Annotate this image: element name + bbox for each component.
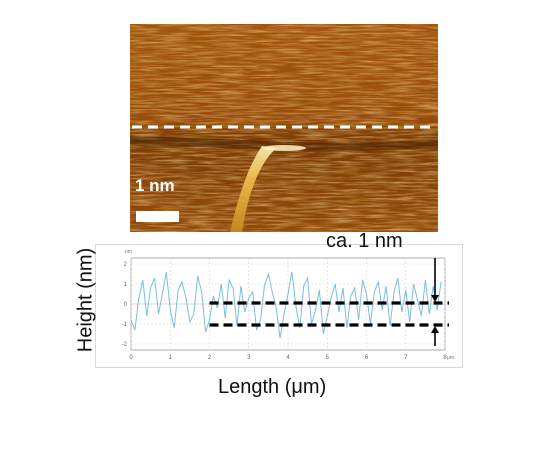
afm-bright-spot bbox=[262, 145, 306, 151]
y-axis-label: Height (nm) bbox=[74, 247, 97, 353]
arrow-up-head bbox=[431, 326, 439, 333]
scale-bar-label: 1 nm bbox=[135, 176, 175, 195]
y-tick-label: -1 bbox=[122, 322, 128, 328]
x-unit-label: μm bbox=[447, 355, 454, 361]
profile-plot-frame bbox=[95, 244, 463, 368]
x-axis-label: Length (μm) bbox=[218, 376, 327, 398]
step-height-annotation: ca. 1 nm bbox=[326, 230, 403, 252]
profile-trace bbox=[130, 271, 442, 339]
afm-ridge-feature bbox=[230, 146, 276, 232]
arrow-down-head bbox=[431, 295, 439, 302]
x-tick-label: 7 bbox=[404, 355, 408, 361]
y-tick-label: -2 bbox=[122, 342, 128, 348]
afm-height-image bbox=[130, 24, 438, 232]
x-tick-label: 1 bbox=[169, 355, 173, 361]
x-tick-label: 5 bbox=[326, 355, 330, 361]
scale-bar bbox=[136, 211, 179, 222]
y-unit-label: nm bbox=[125, 249, 132, 255]
x-tick-label: 2 bbox=[208, 355, 212, 361]
x-tick-label: 4 bbox=[286, 355, 290, 361]
afm-step-edge bbox=[130, 136, 438, 151]
y-tick-label: 2 bbox=[124, 262, 128, 268]
x-tick-label: 8 bbox=[443, 355, 447, 361]
x-tick-label: 0 bbox=[129, 355, 133, 361]
x-tick-label: 6 bbox=[365, 355, 369, 361]
y-tick-label: 1 bbox=[124, 282, 128, 288]
y-tick-label: 0 bbox=[124, 302, 128, 308]
x-tick-label: 3 bbox=[247, 355, 251, 361]
